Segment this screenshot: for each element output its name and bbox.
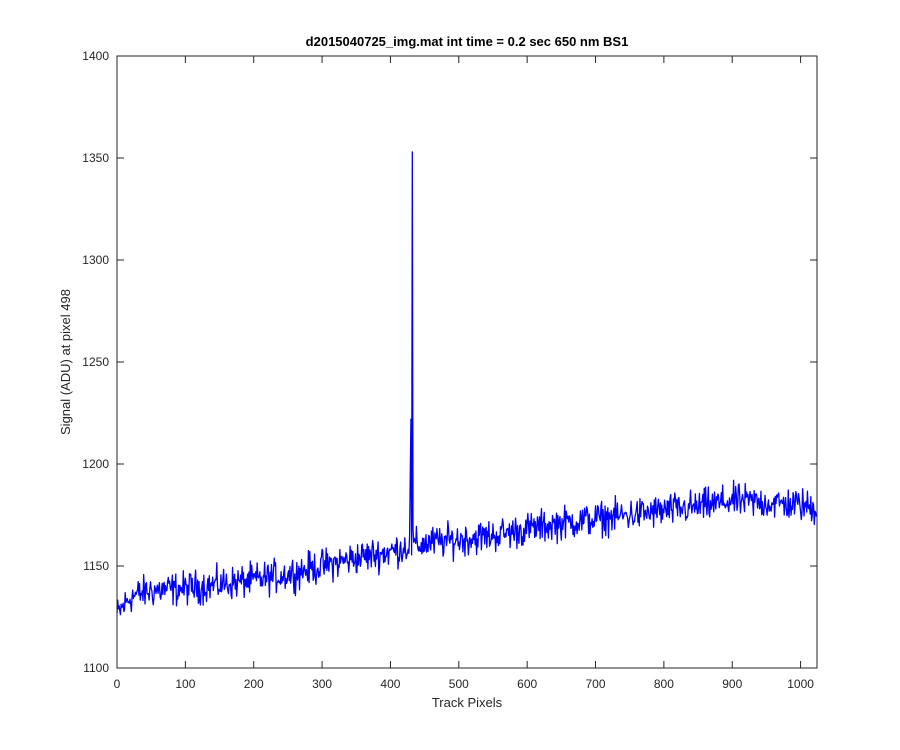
x-tick-label: 400 (380, 677, 400, 691)
axes-layer: 0 100 200 300 400 500 600 700 800 900 1000 1100 1150… (82, 49, 818, 691)
chart-title: d2015040725_img.mat int time = 0.2 sec 6… (306, 34, 629, 49)
x-tick-label: 100 (175, 677, 195, 691)
y-tick-label: 1400 (82, 49, 109, 63)
series-layer (116, 151, 817, 616)
series-line (116, 151, 817, 616)
x-tick-label: 600 (517, 677, 537, 691)
y-tick-label: 1100 (83, 661, 109, 675)
x-tick-label: 300 (312, 677, 332, 691)
y-tick-label: 1200 (82, 457, 109, 471)
y-tick-label: 1350 (82, 151, 109, 165)
x-tick-label: 200 (244, 677, 264, 691)
y-tick-label: 1150 (83, 559, 109, 573)
x-tick-label: 900 (722, 677, 742, 691)
y-axis-label: Signal (ADU) at pixel 498 (58, 289, 73, 435)
x-tick-label: 800 (654, 677, 674, 691)
plot-area (117, 56, 817, 668)
x-tick-label: 0 (114, 677, 121, 691)
x-tick-label: 500 (449, 677, 469, 691)
y-tick-label: 1300 (82, 253, 109, 267)
plot-background (117, 56, 817, 668)
x-tick-label: 700 (586, 677, 606, 691)
y-tick-label: 1250 (82, 355, 109, 369)
x-tick-label: 1000 (787, 677, 814, 691)
x-axis-label: Track Pixels (432, 695, 503, 710)
